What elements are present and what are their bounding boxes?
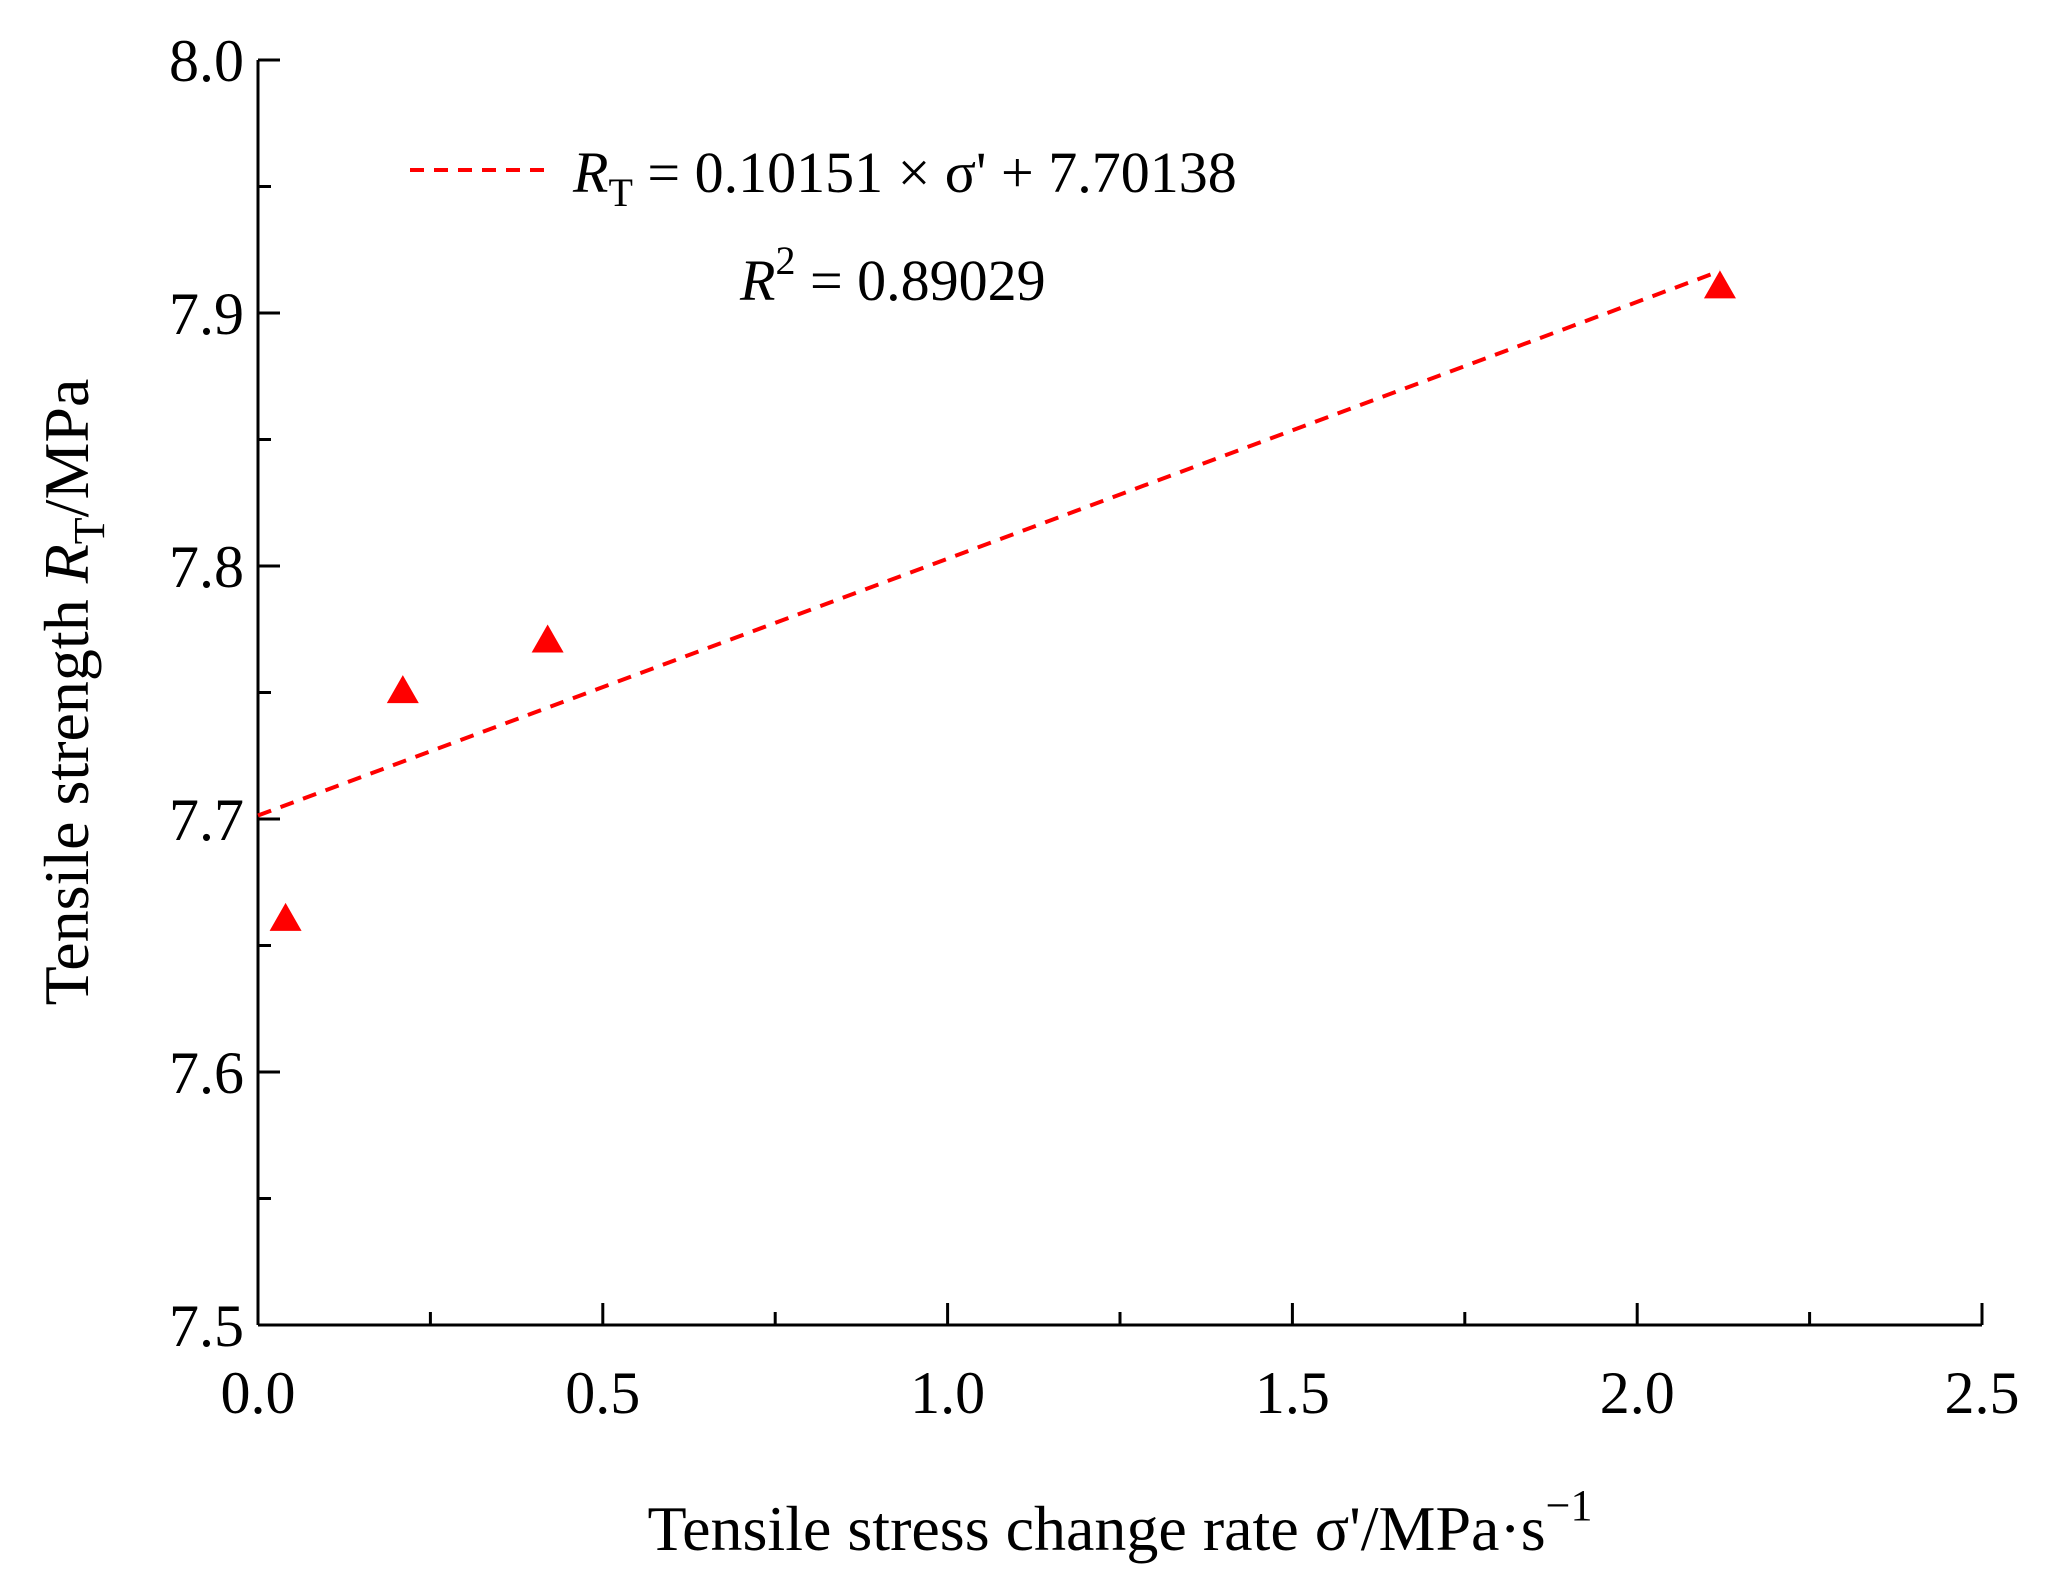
data-point-triangle (386, 675, 419, 704)
legend-equation-symbol: R (572, 140, 608, 205)
y-ticks (258, 58, 280, 1327)
y-tick-label: 8.0 (169, 28, 244, 94)
legend-equation-subscript: T (608, 170, 632, 215)
x-tick-label: 2.0 (1600, 1360, 1675, 1426)
data-point-triangle (531, 624, 564, 653)
y-axis-title-symbol: R (31, 544, 102, 584)
legend-equation-rhs: = 0.10151 × σ' + 7.70138 (633, 140, 1237, 205)
y-axis-title-pre: Tensile strength (31, 583, 102, 1005)
y-tick-label: 7.7 (169, 787, 244, 853)
x-axis-title-main: Tensile stress change rate σ'/MPa·s (647, 1493, 1545, 1564)
x-tick-label: 0.0 (221, 1360, 296, 1426)
data-markers (269, 270, 1736, 931)
x-tick-label: 1.0 (910, 1360, 985, 1426)
data-point-triangle (269, 902, 302, 931)
x-tick-label: 1.5 (1255, 1360, 1330, 1426)
x-ticks (256, 1303, 1984, 1325)
y-tick-label: 7.8 (169, 534, 244, 600)
y-tick-label: 7.5 (169, 1293, 244, 1359)
x-tick-labels: 0.0 0.5 1.0 1.5 2.0 2.5 (221, 1360, 2020, 1426)
x-axis-title: Tensile stress change rate σ'/MPa·s−1 (647, 1481, 1592, 1564)
x-tick-label: 0.5 (565, 1360, 640, 1426)
x-axis-title-superscript: −1 (1546, 1481, 1593, 1530)
y-tick-labels: 7.5 7.6 7.7 7.8 7.9 8.0 (169, 28, 244, 1359)
y-axis-title-post: /MPa (31, 379, 102, 518)
y-axis-title-subscript: T (65, 517, 114, 544)
legend-equation: RT = 0.10151 × σ' + 7.70138 (572, 140, 1237, 215)
legend: RT = 0.10151 × σ' + 7.70138 R2 = 0.89029 (410, 140, 1237, 313)
axes (256, 60, 1982, 1327)
y-tick-label: 7.9 (169, 281, 244, 347)
legend-r2: R2 = 0.89029 (739, 238, 1046, 313)
data-point-triangle (1703, 270, 1736, 299)
x-tick-label: 2.5 (1945, 1360, 2020, 1426)
legend-r2-superscript: 2 (775, 238, 795, 283)
legend-r2-symbol: R (739, 248, 775, 313)
y-axis-title: Tensile strength RT/MPa (31, 379, 114, 1006)
y-tick-label: 7.6 (169, 1040, 244, 1106)
legend-r2-value: = 0.89029 (795, 248, 1045, 313)
fit-line (257, 269, 1721, 818)
